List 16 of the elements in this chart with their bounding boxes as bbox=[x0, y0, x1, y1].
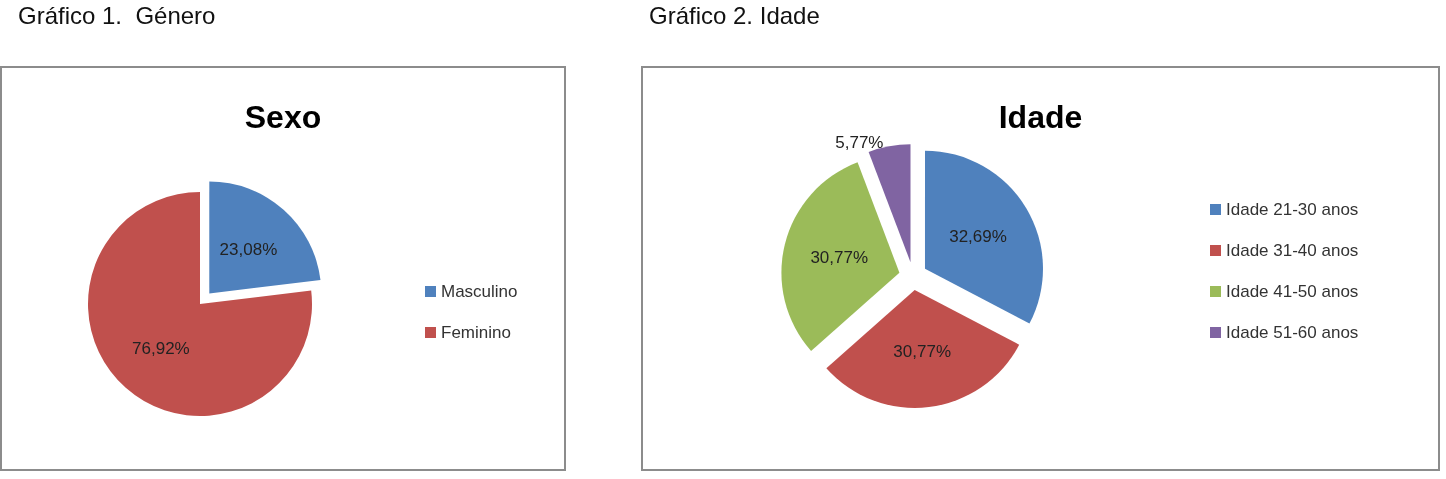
legend-label: Idade 41-50 anos bbox=[1226, 282, 1359, 301]
legend-label: Feminino bbox=[441, 323, 511, 342]
text: Gráfico 1. Género bbox=[18, 2, 216, 30]
chart-title: Idade bbox=[998, 99, 1083, 135]
data-label: 76,92% bbox=[132, 338, 190, 358]
data-label: 5,77% bbox=[835, 132, 884, 152]
legend-label: Idade 21-30 anos bbox=[1226, 200, 1359, 219]
chart-title: Sexo bbox=[244, 99, 322, 135]
legend-label: Idade 51-60 anos bbox=[1226, 323, 1359, 342]
legend-label: Masculino bbox=[441, 282, 518, 301]
data-label: 30,77% bbox=[810, 248, 869, 268]
legend-label: Idade 31-40 anos bbox=[1226, 241, 1359, 260]
data-label: 32,69% bbox=[949, 227, 1007, 247]
data-label: 23,08% bbox=[219, 239, 278, 259]
text: Gráfico 2. Idade bbox=[649, 2, 820, 30]
data-label: 30,77% bbox=[893, 341, 952, 361]
